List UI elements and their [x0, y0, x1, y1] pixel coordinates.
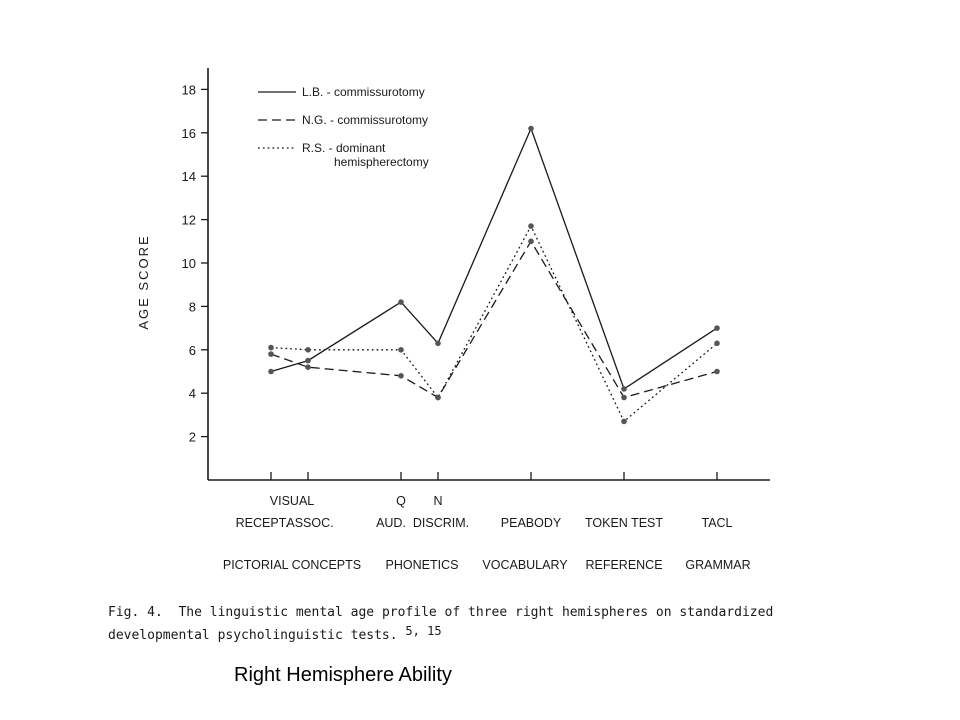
- data-point: [621, 418, 627, 425]
- data-point: [435, 394, 441, 401]
- data-point: [305, 347, 311, 353]
- category-label: AUD.: [376, 516, 406, 530]
- x-ticks: [270, 472, 718, 480]
- data-point: [528, 223, 534, 229]
- data-point: [435, 340, 441, 347]
- group-label: GRAMMAR: [685, 558, 750, 572]
- y-ticks: 2 4 6 8 10 12 14 16 18: [182, 82, 208, 445]
- group-label: REFERENCE: [585, 558, 662, 572]
- category-label: RECEPT.: [236, 516, 289, 530]
- data-point: [714, 340, 720, 347]
- category-top-label: VISUAL: [270, 494, 315, 508]
- category-label: TACL: [701, 516, 732, 530]
- legend-label: L.B. - commissurotomy: [302, 85, 425, 99]
- data-point: [714, 368, 720, 375]
- legend-label: N.G. - commissurotomy: [302, 113, 428, 127]
- data-point: [528, 238, 534, 245]
- data-point: [528, 125, 534, 132]
- series-layer: [268, 125, 720, 425]
- y-tick-label: 6: [189, 343, 196, 358]
- slide-title: Right Hemisphere Ability: [234, 664, 452, 686]
- data-point: [621, 386, 627, 392]
- caption-line1: The linguistic mental age profile of thr…: [178, 605, 774, 620]
- category-label: ASSOC.: [286, 516, 333, 530]
- y-tick-label: 4: [189, 386, 196, 401]
- group-labels: PICTORIAL CONCEPTS PHONETICS VOCABULARY REF…: [223, 558, 751, 572]
- category-top-label: Q: [396, 494, 406, 508]
- data-point: [714, 325, 720, 331]
- group-label: PICTORIAL CONCEPTS: [223, 558, 361, 572]
- data-point: [268, 368, 274, 375]
- data-point: [398, 347, 404, 353]
- category-label: TOKEN TEST: [585, 516, 663, 530]
- y-tick-label: 16: [182, 126, 196, 141]
- y-tick-label: 18: [182, 82, 196, 97]
- category-label: DISCRIM.: [413, 516, 469, 530]
- category-labels: RECEPT. VISUAL ASSOC. Q AUD. N DISCRIM. PEABODY…: [236, 494, 733, 530]
- data-point: [398, 299, 404, 305]
- y-tick-label: 14: [182, 169, 196, 184]
- caption-refs: 5, 15: [405, 624, 442, 638]
- caption-prefix: Fig. 4.: [108, 605, 163, 620]
- data-point: [621, 394, 627, 401]
- y-tick-label: 8: [189, 299, 196, 314]
- y-tick-label: 12: [182, 213, 196, 228]
- data-point: [268, 344, 274, 351]
- y-tick-label: 2: [189, 430, 196, 445]
- data-point: [398, 373, 404, 379]
- data-point: [305, 357, 311, 364]
- legend-label: R.S. - dominant hemispherectomy: [302, 141, 429, 169]
- group-label: PHONETICS: [386, 558, 459, 572]
- series-line: [270, 240, 718, 399]
- group-label: VOCABULARY: [482, 558, 568, 572]
- caption-line2: developmental psycholinguistic tests.: [108, 628, 398, 643]
- data-point: [305, 364, 311, 371]
- figure-caption: Fig. 4. The linguistic mental age profil…: [108, 604, 828, 645]
- category-label: PEABODY: [501, 516, 562, 530]
- series-line: [270, 224, 718, 423]
- y-tick-label: 10: [182, 256, 196, 271]
- category-top-label: N: [433, 494, 442, 508]
- data-point: [268, 351, 274, 357]
- legend: L.B. - commissurotomy N.G. - commissuroto…: [258, 85, 429, 169]
- y-axis-label: AGE SCORE: [136, 234, 151, 329]
